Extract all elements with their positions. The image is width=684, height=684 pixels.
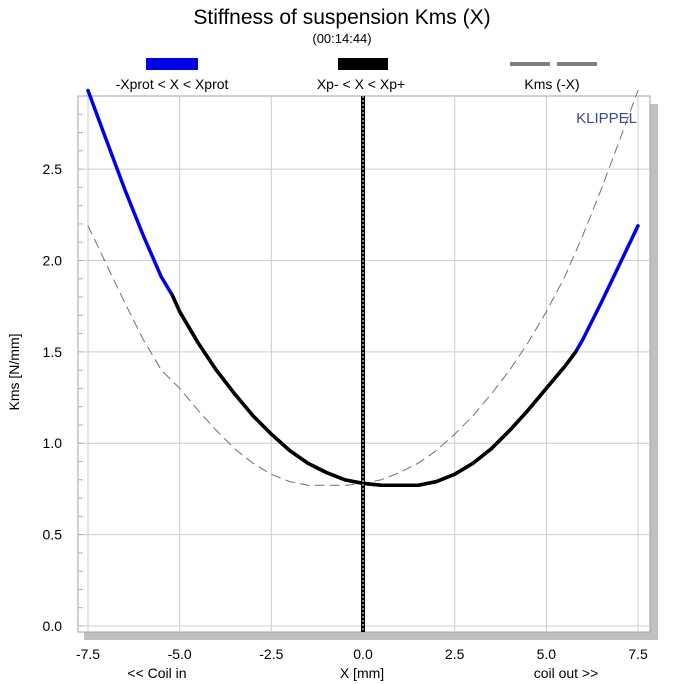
watermark: KLIPPEL bbox=[576, 110, 637, 127]
x-tick-label: -5.0 bbox=[168, 646, 192, 662]
y-tick-label: 2.5 bbox=[43, 161, 63, 177]
x-tick-label: 2.5 bbox=[445, 646, 465, 662]
y-tick-label: 1.5 bbox=[43, 344, 63, 360]
plot-shadow bbox=[650, 104, 658, 640]
legend-swatch-xp bbox=[338, 58, 388, 70]
legend-swatch-kms-mirror bbox=[510, 62, 597, 66]
x-tick-label: 7.5 bbox=[628, 646, 648, 662]
x-tick-label: -7.5 bbox=[76, 646, 100, 662]
y-tick-labels: 0.0 0.5 1.0 1.5 2.0 2.5 bbox=[43, 161, 63, 634]
legend-label-xp: Xp- < X < Xp+ bbox=[317, 76, 405, 92]
series-layer bbox=[86, 88, 640, 632]
legend-label-kms-mirror: Kms (-X) bbox=[524, 76, 579, 92]
x-tick-label: 0.0 bbox=[353, 646, 373, 662]
x-annotation-left: << Coil in bbox=[127, 665, 186, 681]
legend-label-xprot: -Xprot < X < Xprot bbox=[116, 76, 229, 92]
x-tick-labels: -7.5 -5.0 -2.5 0.0 2.5 5.0 7.5 bbox=[76, 646, 648, 662]
legend-swatch-xprot bbox=[146, 58, 198, 70]
y-tick-label: 0.0 bbox=[43, 618, 63, 634]
y-axis-label: Kms [N/mm] bbox=[6, 334, 22, 411]
y-tick-label: 1.0 bbox=[43, 435, 63, 451]
x-axis-label: X [mm] bbox=[340, 665, 384, 681]
series-line-xp bbox=[170, 293, 578, 488]
y-tick-label: 2.0 bbox=[43, 252, 63, 268]
chart-subtitle: (00:14:44) bbox=[312, 31, 371, 46]
x-tick-label: 5.0 bbox=[537, 646, 557, 662]
plot-shadow-bottom bbox=[84, 632, 658, 640]
y-minor-ticks bbox=[78, 95, 83, 627]
x-annotation-right: coil out >> bbox=[534, 665, 599, 681]
y-tick-label: 0.5 bbox=[43, 527, 63, 543]
x-tick-label: -2.5 bbox=[259, 646, 283, 662]
chart-title: Stiffness of suspension Kms (X) bbox=[193, 6, 490, 29]
legend: -Xprot < X < Xprot Xp- < X < Xp+ Kms (-X… bbox=[116, 58, 597, 92]
